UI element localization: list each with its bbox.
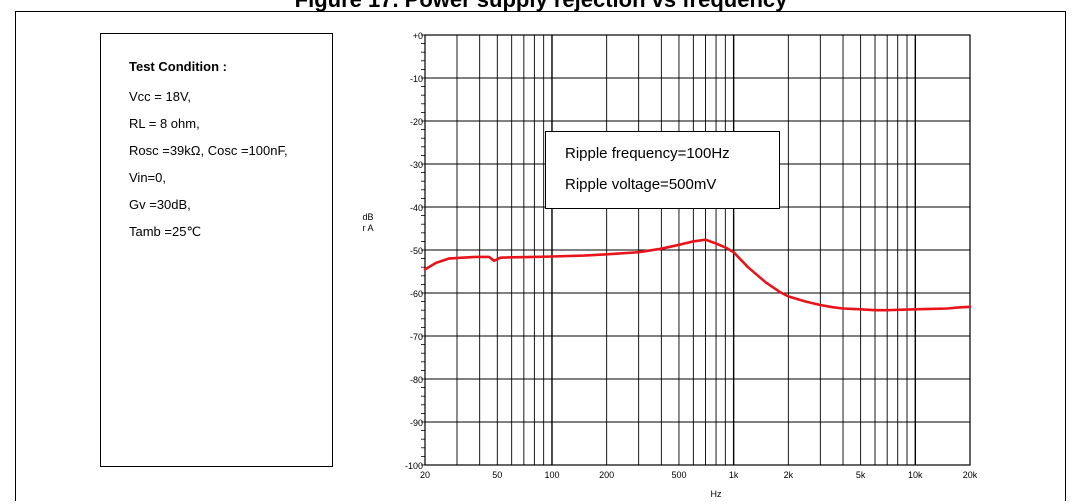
figure-frame: [15, 11, 1066, 501]
psrr-curve: [423, 238, 972, 312]
y-tick-label: +0: [413, 31, 423, 41]
x-tick-label: 2k: [784, 470, 794, 480]
y-tick-label: -40: [410, 203, 423, 213]
y-tick-label: -10: [410, 74, 423, 84]
y-tick-label: -100: [405, 461, 423, 471]
y-tick-label: -30: [410, 160, 423, 170]
y-tick-label: -70: [410, 332, 423, 342]
x-tick-label: 10k: [908, 470, 923, 480]
x-tick-label: 1k: [729, 470, 739, 480]
x-axis-label: Hz: [711, 489, 722, 499]
condition-rl: RL = 8 ohm,: [129, 116, 200, 131]
page-title: Figure 17. Power supply rejection vs fre…: [0, 0, 1082, 13]
test-condition-heading: Test Condition :: [129, 59, 227, 74]
ripple-voltage-text: Ripple voltage=500mV: [565, 176, 717, 193]
x-tick-label: 50: [492, 470, 502, 480]
y-tick-label: -60: [410, 289, 423, 299]
condition-rosc-cosc: Rosc =39kΩ, Cosc =100nF,: [129, 143, 288, 158]
x-tick-label: 200: [599, 470, 614, 480]
x-tick-label: 5k: [856, 470, 866, 480]
condition-vcc: Vcc = 18V,: [129, 89, 192, 104]
x-tick-label: 20k: [963, 470, 978, 480]
condition-vin: Vin=0,: [129, 170, 166, 185]
test-condition-box: Test Condition : Vcc = 18V, RL = 8 ohm, …: [100, 33, 333, 467]
y-tick-label: -90: [410, 418, 423, 428]
y-tick-label: -50: [410, 246, 423, 256]
y-tick-label: -20: [410, 117, 423, 127]
condition-gv: Gv =30dB,: [129, 197, 191, 212]
x-tick-label: 100: [544, 470, 559, 480]
y-axis-label: dBr A: [362, 212, 374, 233]
ripple-frequency-text: Ripple frequency=100Hz: [565, 145, 730, 162]
x-tick-label: 500: [671, 470, 686, 480]
y-tick-label: -80: [410, 375, 423, 385]
x-tick-label: 20: [420, 470, 430, 480]
ripple-annotation: Ripple frequency=100Hz Ripple voltage=50…: [545, 131, 780, 209]
condition-tamb: Tamb =25℃: [129, 224, 202, 239]
